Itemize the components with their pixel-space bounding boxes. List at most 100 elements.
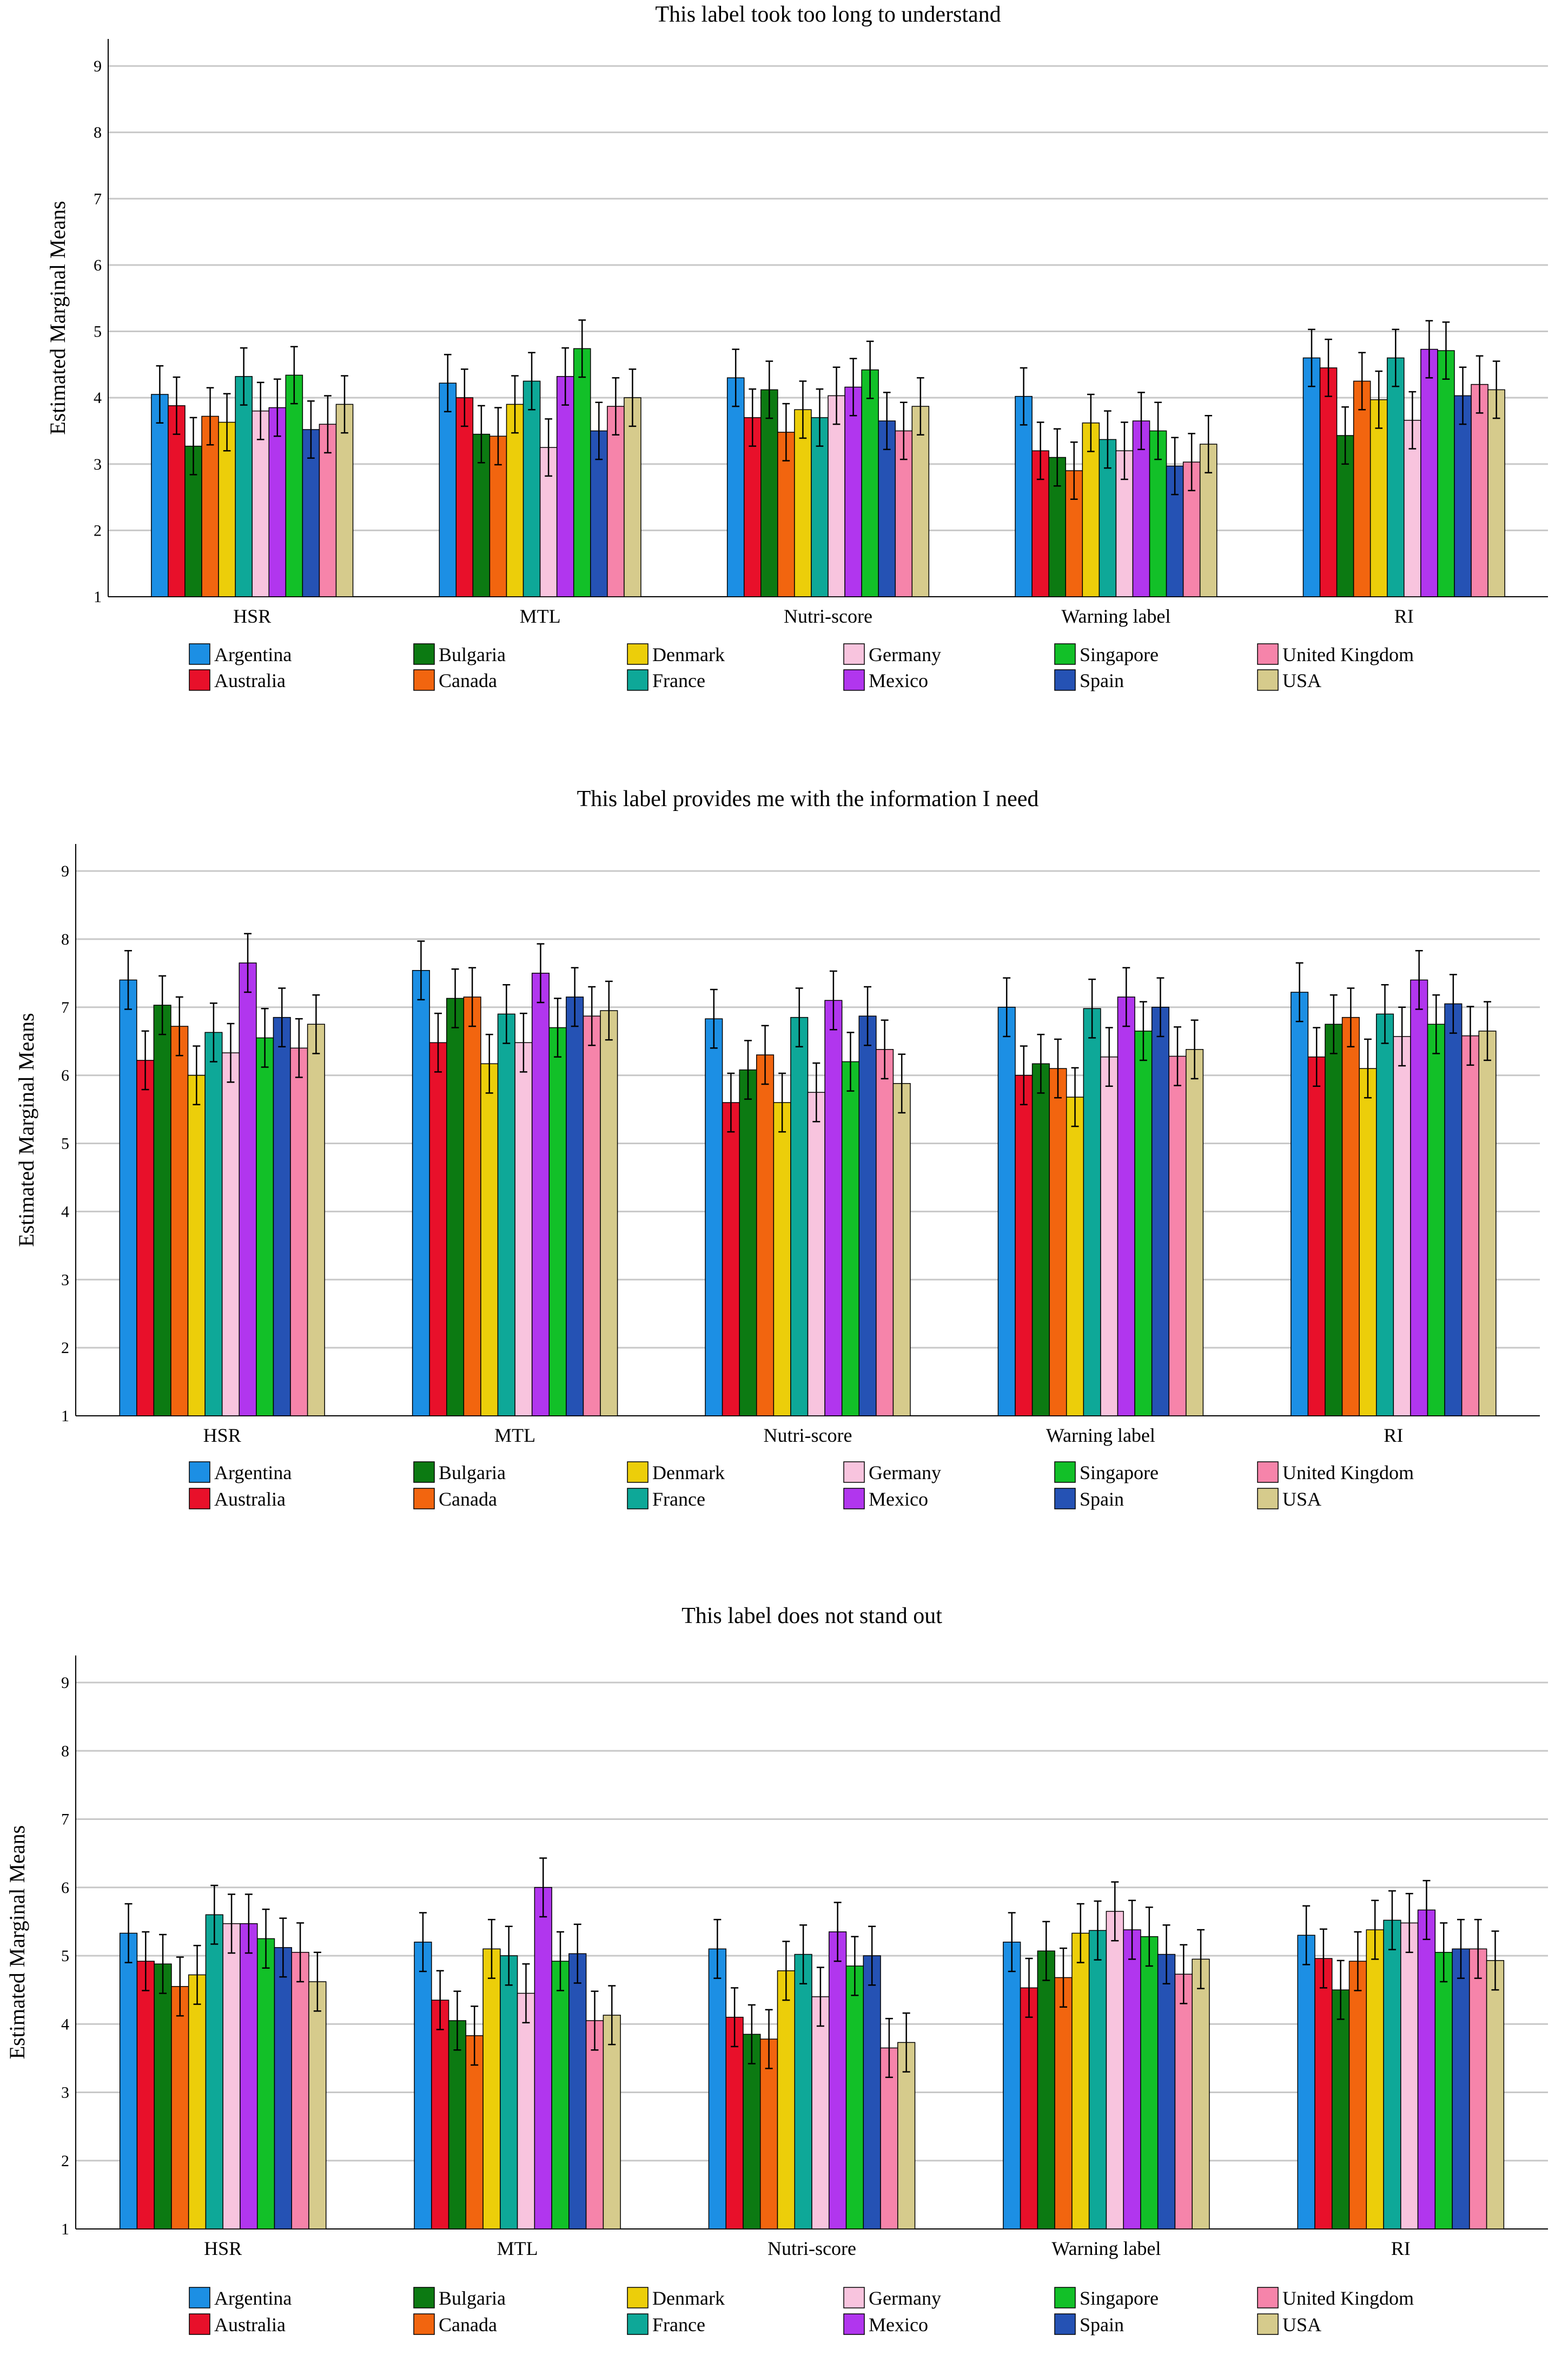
bar-ri-singapore xyxy=(1437,350,1455,597)
bar-nutri-score-usa xyxy=(897,2042,916,2229)
error-bar-nutri-score-mexico xyxy=(849,358,857,417)
error-bar-ri-denmark xyxy=(1364,1038,1372,1099)
legend-label-argentina: Argentina xyxy=(214,644,292,665)
legend-swatch-france xyxy=(627,2313,649,2335)
legend-label-france: France xyxy=(652,670,705,691)
bar-hsr-australia xyxy=(136,1060,155,1416)
legend-swatch-mexico xyxy=(843,2313,865,2335)
bar-ri-mexico xyxy=(1417,1909,1436,2229)
error-bar-mtl-germany xyxy=(519,1012,527,1073)
bar-mtl-mexico xyxy=(556,376,574,597)
bar-warning-label-mexico xyxy=(1123,1929,1141,2229)
error-bar-hsr-singapore xyxy=(262,1908,270,1969)
error-bar-nutri-score-germany xyxy=(832,366,841,425)
bar-hsr-france xyxy=(205,1914,223,2229)
error-bar-nutri-score-united-kingdom xyxy=(885,2017,893,2078)
bar-ri-united-kingdom xyxy=(1461,1035,1479,1416)
bar-hsr-united-kingdom xyxy=(290,1047,308,1416)
legend-swatch-argentina xyxy=(189,1461,210,1483)
error-bar-mtl-mexico xyxy=(537,943,545,1004)
error-bar-ri-bulgaria xyxy=(1329,994,1338,1054)
bar-nutri-score-bulgaria xyxy=(739,1069,757,1416)
legend-label-united-kingdom: United Kingdom xyxy=(1282,644,1414,665)
error-bar-mtl-usa xyxy=(628,368,637,427)
bar-ri-usa xyxy=(1486,1960,1505,2229)
x-tick-label-ri: RI xyxy=(1384,1424,1403,1446)
bar-ri-denmark xyxy=(1369,399,1388,597)
legend-label-usa: USA xyxy=(1282,1488,1321,1510)
bar-ri-canada xyxy=(1348,1961,1367,2229)
bar-hsr-argentina xyxy=(119,1932,138,2229)
bar-warning-label-denmark xyxy=(1071,1932,1090,2229)
bar-ri-singapore xyxy=(1434,1951,1453,2229)
error-bar-mtl-usa xyxy=(605,980,613,1041)
error-bar-mtl-argentina xyxy=(444,354,452,413)
error-bar-hsr-australia xyxy=(173,376,181,435)
bar-warning-label-australia xyxy=(1015,1074,1033,1416)
error-bar-warning-label-spain xyxy=(1156,977,1165,1038)
legend-swatch-germany xyxy=(843,643,865,665)
error-bar-mtl-united-kingdom xyxy=(591,1990,599,2051)
y-tick-label: 8 xyxy=(61,931,69,948)
error-bar-warning-label-mexico xyxy=(1128,1899,1136,1960)
error-bar-mtl-france xyxy=(502,984,511,1044)
error-bar-warning-label-australia xyxy=(1036,421,1044,480)
error-bar-mtl-argentina xyxy=(419,1912,427,1973)
error-bar-nutri-score-bulgaria xyxy=(765,360,773,419)
error-bar-mtl-germany xyxy=(522,1963,530,2023)
error-bar-hsr-usa xyxy=(313,1951,321,2012)
bar-mtl-argentina xyxy=(439,382,457,597)
error-bar-hsr-united-kingdom xyxy=(324,395,332,454)
bar-nutri-score-united-kingdom xyxy=(876,1049,894,1416)
y-tick-label: 1 xyxy=(61,2220,69,2238)
y-tick-label: 7 xyxy=(61,999,69,1017)
error-bar-warning-label-canada xyxy=(1054,1038,1062,1099)
bar-nutri-score-mexico xyxy=(829,1931,847,2229)
error-bar-nutri-score-usa xyxy=(902,2012,910,2073)
error-bar-ri-spain xyxy=(1459,366,1467,425)
bar-warning-label-singapore xyxy=(1140,1936,1159,2229)
bar-mtl-usa xyxy=(600,1010,618,1416)
error-bar-ri-usa xyxy=(1484,1001,1491,1061)
error-bar-nutri-score-united-kingdom xyxy=(881,1019,889,1080)
x-tick-label-ri: RI xyxy=(1394,605,1414,627)
bar-warning-label-argentina xyxy=(997,1007,1016,1416)
bar-group-nutri-score xyxy=(708,1902,916,2229)
error-bar-hsr-usa xyxy=(341,375,348,434)
error-bar-hsr-canada xyxy=(175,996,183,1057)
legend-swatch-spain xyxy=(1054,2313,1076,2335)
bar-nutri-score-usa xyxy=(892,1083,911,1416)
x-tick-label-hsr: HSR xyxy=(203,1424,241,1446)
error-bar-nutri-score-canada xyxy=(782,403,790,461)
error-bar-hsr-denmark xyxy=(193,1045,201,1105)
legend-label-united-kingdom: United Kingdom xyxy=(1282,2287,1414,2309)
legend-swatch-usa xyxy=(1257,2313,1279,2335)
error-bar-mtl-spain xyxy=(571,967,579,1027)
bar-group-ri xyxy=(1302,320,1505,597)
error-bar-nutri-score-canada xyxy=(761,1025,769,1085)
bar-mtl-singapore xyxy=(573,348,591,597)
y-tick-label: 5 xyxy=(61,1947,69,1965)
bar-ri-usa xyxy=(1487,389,1505,597)
bar-mtl-denmark xyxy=(482,1948,501,2229)
y-tick-label: 6 xyxy=(61,1879,69,1897)
bar-hsr-canada xyxy=(201,415,219,597)
error-bar-ri-argentina xyxy=(1308,328,1315,387)
bar-warning-label-usa xyxy=(1186,1049,1204,1416)
legend-label-mexico: Mexico xyxy=(869,1488,928,1510)
error-bar-hsr-singapore xyxy=(261,1008,269,1068)
error-bar-ri-canada xyxy=(1358,352,1366,411)
error-bar-warning-label-usa xyxy=(1205,414,1213,473)
bar-nutri-score-singapore xyxy=(845,1965,864,2229)
error-bar-ri-spain xyxy=(1449,974,1457,1034)
y-axis-label: Estimated Marginal Means xyxy=(5,1825,29,2060)
legend-swatch-canada xyxy=(413,1488,435,1509)
legend-swatch-mexico xyxy=(843,669,865,691)
error-bar-hsr-france xyxy=(210,1884,219,1945)
error-bar-ri-germany xyxy=(1408,391,1417,450)
y-tick-label: 2 xyxy=(61,1339,69,1357)
bar-mtl-usa xyxy=(603,2015,621,2229)
y-tick-label: 2 xyxy=(61,2152,69,2170)
error-bar-hsr-germany xyxy=(228,1894,236,1954)
